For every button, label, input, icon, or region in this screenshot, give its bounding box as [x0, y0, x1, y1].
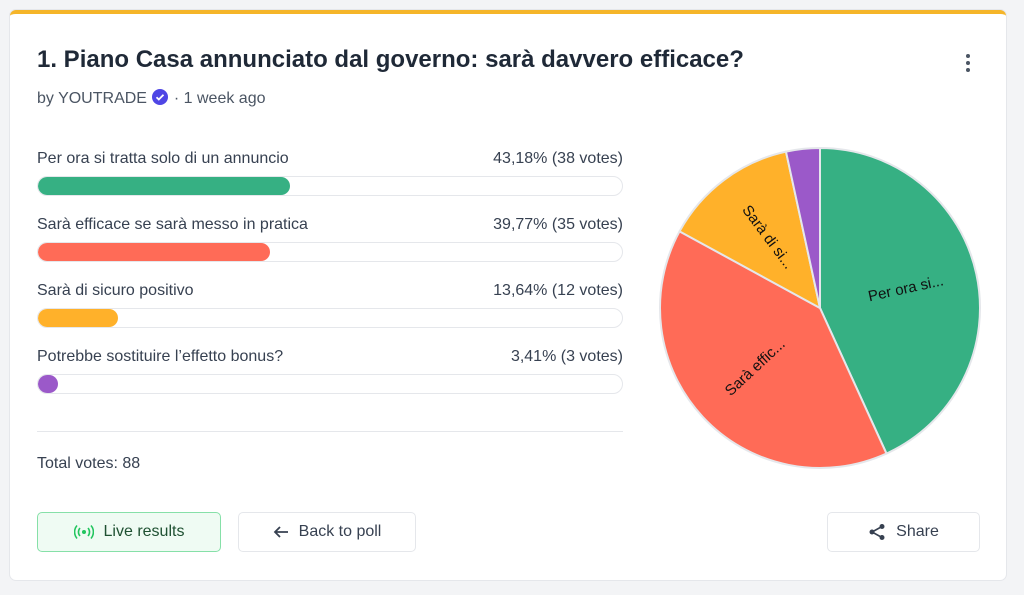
divider — [37, 431, 623, 432]
option-label: Per ora si tratta solo di un annuncio — [37, 150, 289, 167]
total-votes: Total votes: 88 — [37, 455, 140, 473]
live-results-button[interactable]: Live results — [37, 512, 221, 552]
option-label: Sarà efficace se sarà messo in pratica — [37, 216, 308, 233]
author[interactable]: YOUTRADE — [58, 90, 147, 107]
pie-slice — [819, 146, 981, 455]
bar — [38, 309, 118, 327]
share-label: Share — [896, 523, 939, 540]
live-icon — [73, 524, 94, 540]
poll-card: 1. Piano Casa annunciato dal governo: sa… — [10, 10, 1006, 580]
verified-icon — [152, 89, 169, 105]
back-icon — [273, 526, 288, 538]
menu-button[interactable] — [962, 52, 974, 74]
total-label: Total votes: — [37, 455, 118, 472]
total-value: 88 — [122, 455, 141, 472]
pie-chart: Per ora si...Sarà effic...Sarà di si... — [659, 146, 981, 469]
option-label: Potrebbe sostituire l’effetto bonus? — [37, 348, 284, 365]
bar — [38, 243, 271, 261]
bar-track — [37, 374, 623, 394]
back-label: Back to poll — [298, 523, 382, 540]
option-value: 3,41% (3 votes) — [510, 348, 623, 365]
live-label: Live results — [103, 523, 185, 540]
bar — [38, 177, 291, 195]
poll-meta: by YOUTRADE · 1 week ago — [37, 88, 265, 108]
option-label: Sarà di sicuro positivo — [37, 282, 194, 299]
back-button[interactable]: Back to poll — [238, 512, 416, 552]
option-value: 43,18% (38 votes) — [493, 150, 623, 167]
pie-slice — [659, 229, 888, 469]
option-value: 13,64% (12 votes) — [493, 282, 623, 299]
bar — [38, 375, 58, 393]
bar-track — [37, 176, 623, 196]
option-value: 39,77% (35 votes) — [493, 216, 623, 233]
bar-track — [37, 308, 623, 328]
share-button[interactable]: Share — [827, 512, 980, 552]
time: · 1 week ago — [173, 90, 266, 107]
pie-slice — [678, 150, 822, 310]
pie-slice — [784, 146, 821, 309]
bar-track — [37, 242, 623, 262]
by: by — [37, 90, 54, 107]
share-icon — [869, 524, 885, 540]
poll-title: 1. Piano Casa annunciato dal governo: sa… — [37, 46, 744, 73]
